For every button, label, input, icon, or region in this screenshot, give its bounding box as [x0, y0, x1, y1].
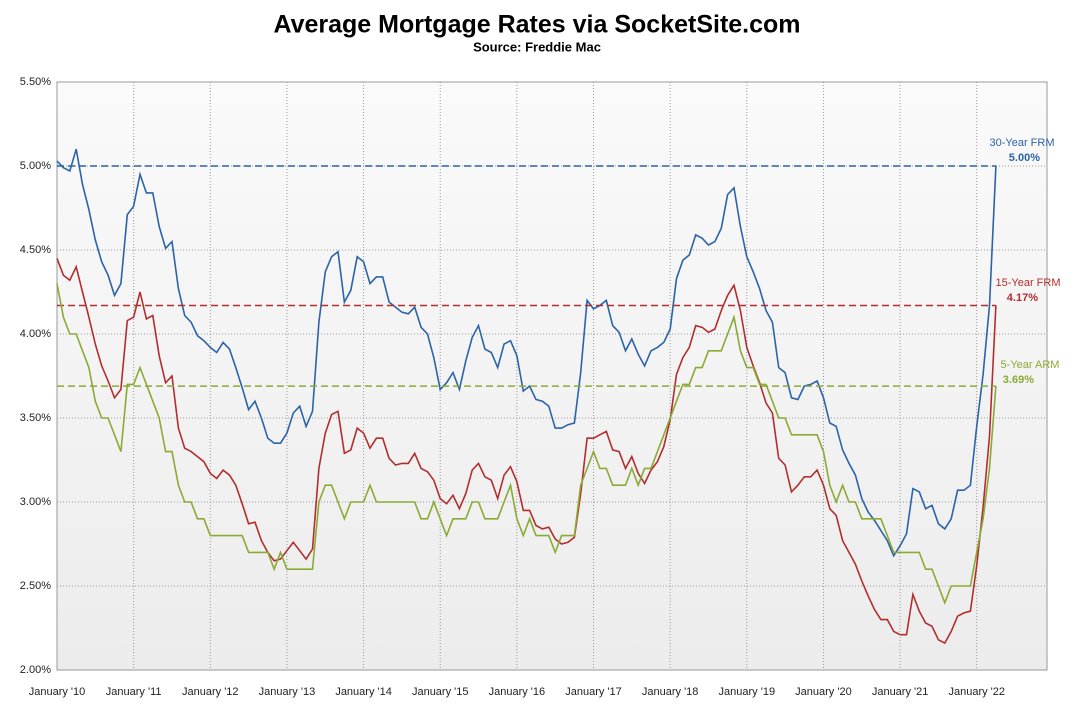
y-tick-label: 4.00%: [20, 328, 51, 340]
series-line: [56, 148, 997, 558]
series-name: 15-Year FRM: [995, 277, 1060, 289]
chart-subtitle: Source: Freddie Mac: [473, 39, 601, 54]
x-tick-label: January '11: [106, 686, 162, 698]
plot-area: [56, 81, 1048, 671]
series-name: 30-Year FRM: [989, 137, 1054, 149]
x-tick-label: January '21: [872, 686, 929, 698]
chart-title: Average Mortgage Rates via SocketSite.co…: [273, 11, 800, 39]
x-tick-label: January '16: [489, 686, 546, 698]
x-tick-label: January '15: [412, 686, 469, 698]
series-line: [56, 283, 997, 606]
y-tick-label: 2.50%: [20, 580, 51, 592]
series-name: 5-Year ARM: [1001, 359, 1060, 371]
x-tick-label: January '22: [948, 686, 1005, 698]
x-tick-label: January '19: [719, 686, 776, 698]
x-tick-label: January '18: [642, 686, 699, 698]
y-tick-label: 4.50%: [20, 244, 51, 256]
y-tick-label: 3.50%: [20, 412, 51, 424]
x-tick-label: January '13: [259, 686, 316, 698]
x-tick-label: January '14: [335, 686, 392, 698]
reference-label: 3.69%: [1003, 374, 1034, 386]
series-line: [56, 258, 997, 645]
y-tick-label: 2.00%: [20, 664, 51, 676]
x-tick-label: January '12: [182, 686, 239, 698]
y-tick-label: 3.00%: [20, 496, 51, 508]
x-tick-label: January '20: [795, 686, 852, 698]
x-tick-label: January '10: [29, 686, 86, 698]
y-tick-label: 5.00%: [20, 160, 51, 172]
reference-label: 4.17%: [1007, 292, 1038, 304]
x-tick-label: January '17: [565, 686, 622, 698]
reference-label: 5.00%: [1009, 152, 1040, 164]
y-tick-label: 5.50%: [20, 76, 51, 88]
